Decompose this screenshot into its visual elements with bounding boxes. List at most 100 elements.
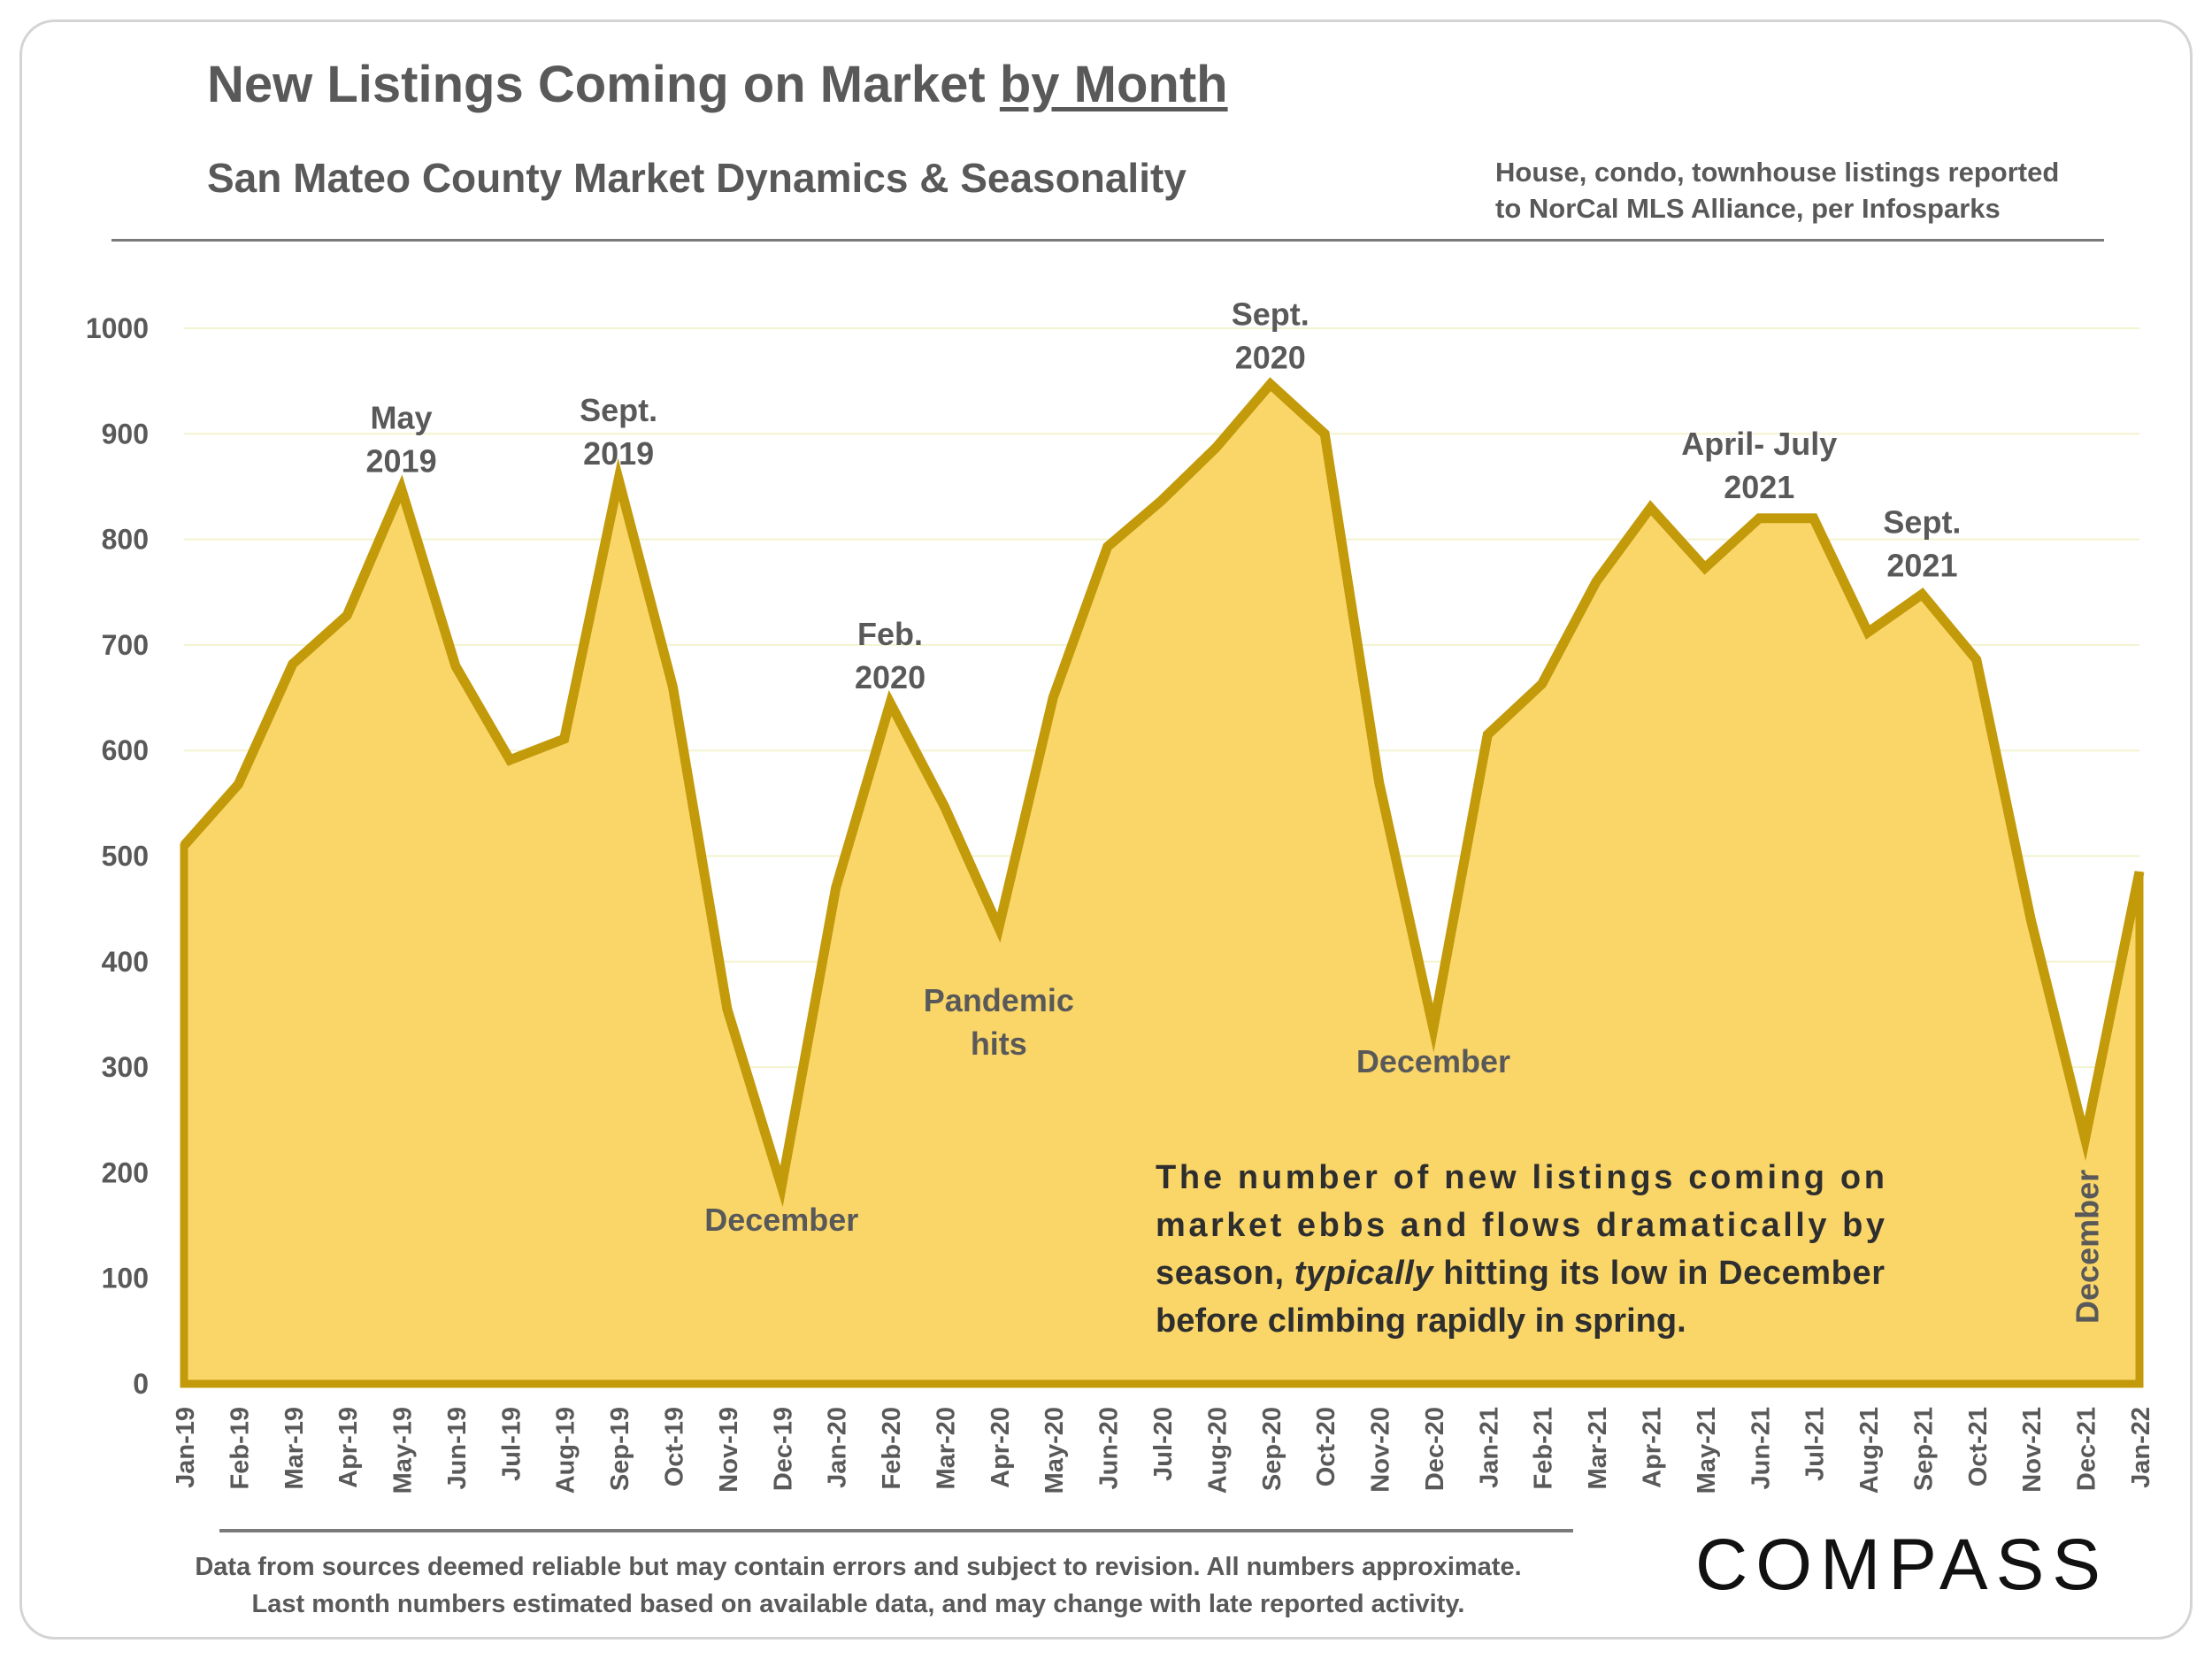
data-point-Jan-20 (835, 887, 837, 888)
x-tick-label: May-20 (1041, 1407, 1069, 1494)
data-point-Nov-19 (726, 1008, 728, 1010)
callout-fragment: season, (1156, 1255, 1294, 1292)
data-point-Jun-20 (1107, 546, 1109, 548)
callout-fragment: before climbing rapidly in spring. (1156, 1302, 1686, 1340)
data-point-Dec-20 (1432, 1027, 1434, 1029)
data-point-Jan-19 (183, 845, 185, 847)
x-tick-label: Nov-20 (1367, 1407, 1395, 1493)
y-tick-label: 500 (102, 841, 149, 872)
title-underlined: by Month (999, 56, 1228, 113)
annotation-3-line-1: hits (971, 1025, 1027, 1062)
annotation-5-line-1: 2020 (1235, 339, 1306, 375)
x-tick-label: Aug-21 (1855, 1407, 1884, 1494)
data-point-Dec-19 (780, 1186, 782, 1187)
data-point-Nov-20 (1379, 781, 1380, 783)
chart-title: New Listings Coming on Market by Month (207, 55, 1228, 114)
footer-divider (219, 1529, 1573, 1532)
data-point-Nov-21 (2030, 918, 2032, 920)
series-line (180, 377, 2145, 1208)
x-tick-label: Apr-20 (987, 1407, 1015, 1488)
x-tick-label: Sep-20 (1258, 1407, 1286, 1491)
disclaimer: Data from sources deemed reliable but ma… (106, 1548, 1610, 1623)
chart-subtitle: San Mateo County Market Dynamics & Seaso… (207, 155, 1187, 201)
callout-line-2: season, typically hitting its low in Dec… (1156, 1255, 1885, 1292)
data-point-Jul-21 (1813, 518, 1815, 519)
x-tick-label: Feb-19 (226, 1407, 254, 1489)
data-point-Mar-21 (1595, 580, 1597, 582)
data-point-Mar-20 (943, 805, 945, 807)
data-point-Sep-20 (1270, 383, 1271, 385)
x-tick-label: Jan-20 (824, 1407, 852, 1488)
x-tick-label: Jan-19 (172, 1407, 200, 1488)
data-point-Jun-19 (455, 665, 457, 667)
x-tick-label: Jan-21 (1475, 1407, 1503, 1488)
data-point-Feb-21 (1541, 683, 1543, 685)
callout-fragment: hitting its low in December (1433, 1255, 1885, 1292)
y-tick-label: 700 (102, 629, 149, 661)
data-point-Apr-19 (346, 614, 348, 616)
y-tick-label: 400 (102, 946, 149, 978)
disclaimer-line-2: Last month numbers estimated based on av… (251, 1590, 1465, 1618)
x-tick-label: Oct-20 (1312, 1407, 1340, 1486)
x-tick-label: Jun-20 (1095, 1407, 1124, 1489)
y-tick-label: 300 (102, 1051, 149, 1083)
annotation-2-line-0: Feb. (857, 616, 923, 652)
data-point-Feb-20 (889, 703, 891, 704)
data-point-Jan-21 (1486, 733, 1488, 735)
data-point-Jul-19 (509, 759, 511, 761)
data-point-Apr-20 (998, 927, 1000, 929)
source-note: House, condo, townhouse listings reporte… (1495, 154, 2059, 227)
annotation-2-line-1: 2020 (855, 659, 926, 695)
x-tick-label: Oct-19 (661, 1407, 689, 1486)
annotation-0-line-0: May (371, 399, 433, 435)
annotation-1-line-1: 2019 (583, 435, 654, 472)
y-tick-label: 1000 (86, 312, 149, 344)
y-tick-label: 200 (102, 1156, 149, 1188)
callout-fragment: market ebbs and flows dramatically by (1156, 1207, 1885, 1244)
annotation-1-line-0: Sept. (580, 392, 657, 428)
header-divider (111, 239, 2104, 242)
x-tick-label: Aug-20 (1203, 1407, 1232, 1494)
callout-fragment: The number of new listings coming on (1156, 1159, 1885, 1196)
x-tick-label: Nov-21 (2018, 1407, 2047, 1493)
annotation-7-line-1: 2021 (1724, 469, 1794, 505)
y-tick-label: 800 (102, 524, 149, 556)
x-tick-label: Feb-20 (878, 1407, 906, 1489)
data-point-Jul-20 (1161, 499, 1163, 501)
disclaimer-line-1: Data from sources deemed reliable but ma… (195, 1553, 1522, 1581)
source-note-line-1: House, condo, townhouse listings reporte… (1495, 157, 2060, 188)
x-tick-label: Oct-21 (1964, 1407, 1993, 1486)
x-tick-label: Jul-20 (1149, 1407, 1178, 1481)
annotation-8-line-1: 2021 (1886, 547, 1957, 583)
y-tick-label: 0 (133, 1368, 149, 1400)
annotation-9: December (2070, 1170, 2106, 1324)
callout-fragment: typically (1294, 1255, 1435, 1292)
data-point-Mar-19 (292, 663, 294, 664)
annotation-7-line-0: April- July (1681, 426, 1837, 462)
x-tick-label: Dec-20 (1421, 1407, 1449, 1491)
data-point-May-19 (401, 488, 403, 489)
data-point-Apr-21 (1650, 507, 1652, 509)
x-tick-label: Jul-19 (497, 1407, 526, 1481)
x-tick-label: Mar-20 (932, 1407, 960, 1490)
data-point-Oct-20 (1324, 433, 1325, 434)
data-point-Oct-19 (672, 687, 674, 688)
data-point-Sep-19 (618, 479, 619, 480)
data-point-Feb-19 (237, 783, 239, 785)
x-tick-label: Mar-19 (280, 1407, 309, 1490)
y-tick-label: 600 (102, 734, 149, 766)
title-main: New Listings Coming on Market (207, 56, 1000, 113)
compass-logo: COMPASS (1695, 1525, 2108, 1605)
x-tick-label: Dec-19 (769, 1407, 797, 1491)
y-tick-label: 900 (102, 418, 149, 449)
x-tick-label: Jun-21 (1747, 1407, 1775, 1489)
source-note-line-2: to NorCal MLS Alliance, per Infosparks (1495, 193, 2001, 224)
callout-line-1: market ebbs and flows dramatically by (1156, 1207, 1885, 1244)
annotation-0-line-1: 2019 (366, 442, 437, 479)
callout-line-0: The number of new listings coming on (1156, 1159, 1885, 1196)
annotation-6-line-0: December (1356, 1043, 1510, 1079)
x-tick-label: May-19 (389, 1407, 418, 1494)
data-point-Dec-21 (2085, 1138, 2086, 1140)
x-tick-label: Jul-21 (1801, 1407, 1830, 1481)
